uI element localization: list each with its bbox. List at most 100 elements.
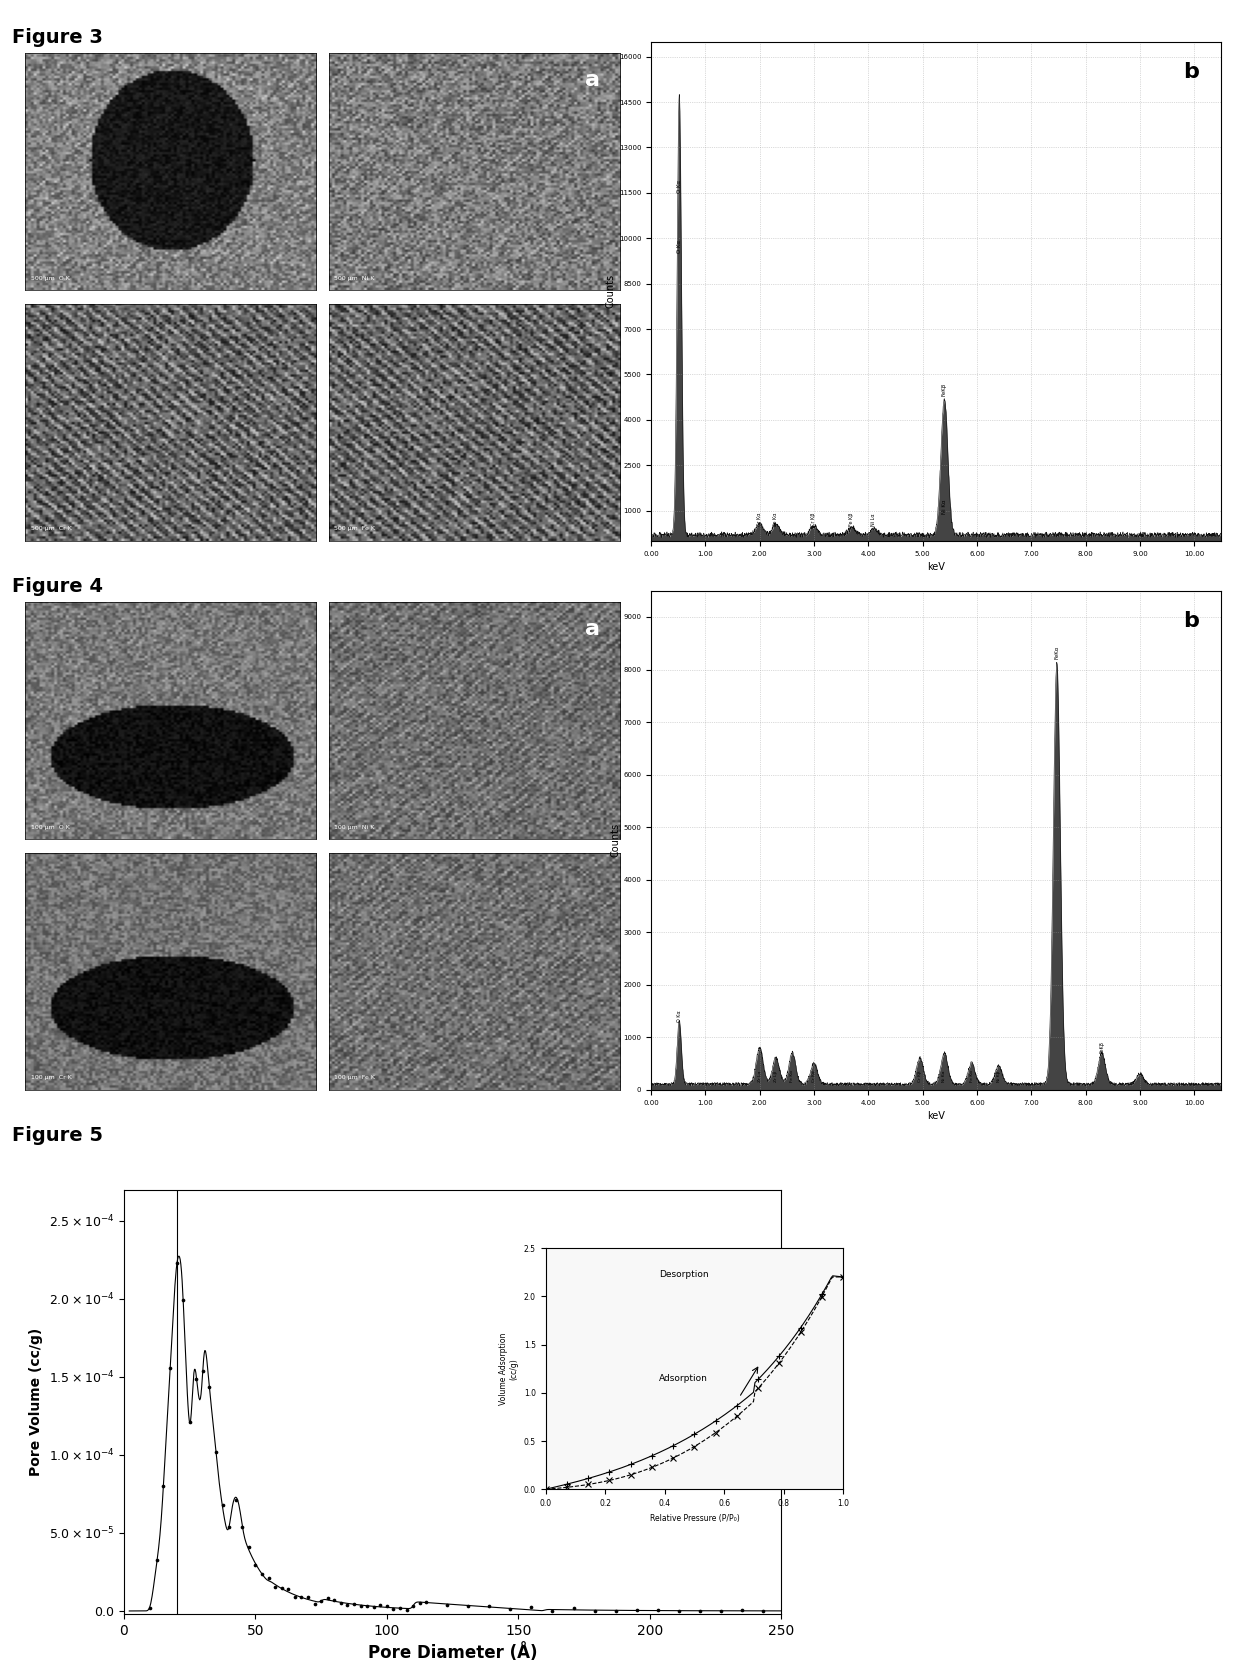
Point bbox=[259, 1564, 279, 1591]
Point bbox=[403, 1592, 423, 1619]
Point bbox=[239, 1534, 259, 1561]
Text: 500 µm  Ni K: 500 µm Ni K bbox=[335, 276, 374, 281]
Point bbox=[647, 1597, 667, 1624]
Text: Desorption: Desorption bbox=[658, 1270, 708, 1280]
Point bbox=[278, 1576, 299, 1602]
Point bbox=[285, 1582, 305, 1609]
Point bbox=[180, 1409, 200, 1436]
Text: Adsorption: Adsorption bbox=[658, 1374, 708, 1383]
Point bbox=[272, 1574, 291, 1601]
Point bbox=[219, 1514, 239, 1541]
Point bbox=[732, 1596, 751, 1622]
Point bbox=[246, 1553, 265, 1579]
Point bbox=[343, 1591, 365, 1617]
Point bbox=[409, 1589, 430, 1616]
Text: Figure 3: Figure 3 bbox=[12, 28, 103, 47]
Point bbox=[140, 1594, 160, 1621]
Text: Cr Kβ: Cr Kβ bbox=[918, 1070, 921, 1082]
Point bbox=[317, 1586, 337, 1612]
Text: O Kα: O Kα bbox=[677, 1010, 682, 1022]
Text: Cr Kα: Cr Kα bbox=[758, 513, 763, 526]
Point bbox=[213, 1493, 233, 1519]
Point bbox=[200, 1374, 219, 1401]
Text: O Kα: O Kα bbox=[677, 180, 682, 193]
Text: 100 µm  Fe K: 100 µm Fe K bbox=[335, 1075, 376, 1080]
Text: Fe Kα: Fe Kα bbox=[970, 1070, 973, 1082]
Text: Figure 5: Figure 5 bbox=[12, 1127, 103, 1145]
Point bbox=[166, 1250, 186, 1276]
X-axis label: Relative Pressure (P/P₀): Relative Pressure (P/P₀) bbox=[650, 1514, 739, 1523]
Point bbox=[753, 1597, 773, 1624]
Text: FeKα: FeKα bbox=[1054, 646, 1059, 659]
Text: Ni Kβ: Ni Kβ bbox=[997, 1070, 1001, 1082]
Text: Zr Lβ: Zr Lβ bbox=[774, 1072, 777, 1082]
Point bbox=[543, 1597, 563, 1624]
Text: 500 µm  Fe K: 500 µm Fe K bbox=[335, 526, 376, 531]
Point bbox=[584, 1597, 604, 1624]
Y-axis label: Counts: Counts bbox=[610, 824, 620, 857]
Point bbox=[206, 1438, 226, 1464]
Text: 100 µm  Cr K: 100 µm Cr K bbox=[31, 1075, 72, 1080]
Text: Fe Kα: Fe Kα bbox=[774, 513, 779, 526]
Point bbox=[232, 1514, 252, 1541]
Text: Ni Kα: Ni Kα bbox=[942, 1070, 946, 1082]
Point bbox=[668, 1597, 688, 1624]
Text: Fe Kβ: Fe Kβ bbox=[849, 513, 854, 526]
Point bbox=[193, 1358, 213, 1384]
Point bbox=[325, 1587, 345, 1614]
Point bbox=[626, 1596, 646, 1622]
X-axis label: Pore Diameter (Å): Pore Diameter (Å) bbox=[368, 1644, 537, 1662]
Text: FeKβ: FeKβ bbox=[942, 383, 947, 396]
Point bbox=[186, 1366, 206, 1393]
Text: Ni Lα: Ni Lα bbox=[872, 513, 877, 526]
Point bbox=[337, 1592, 357, 1619]
Text: 500 µm  O K: 500 µm O K bbox=[31, 276, 69, 281]
Point bbox=[522, 1594, 542, 1621]
Point bbox=[291, 1584, 311, 1611]
Text: a: a bbox=[584, 619, 600, 639]
Point bbox=[459, 1592, 479, 1619]
Y-axis label: Pore Volume (cc/g): Pore Volume (cc/g) bbox=[30, 1328, 43, 1476]
Text: FeKβ: FeKβ bbox=[1100, 1042, 1105, 1053]
Point bbox=[501, 1596, 521, 1622]
Point bbox=[438, 1591, 458, 1617]
Text: Figure 4: Figure 4 bbox=[12, 577, 103, 596]
Text: 100 µm  O K: 100 µm O K bbox=[31, 825, 69, 830]
Point bbox=[377, 1592, 397, 1619]
Text: b: b bbox=[1183, 62, 1199, 82]
Point bbox=[265, 1574, 285, 1601]
Point bbox=[711, 1597, 730, 1624]
Text: Fe Kα: Fe Kα bbox=[790, 1070, 795, 1082]
Point bbox=[146, 1548, 166, 1574]
X-axis label: keV: keV bbox=[928, 1112, 945, 1122]
Point bbox=[331, 1589, 351, 1616]
Text: Ni Kα: Ni Kα bbox=[942, 499, 947, 514]
Point bbox=[154, 1473, 174, 1499]
Text: Cr Kα: Cr Kα bbox=[812, 1070, 816, 1082]
Point bbox=[480, 1592, 500, 1619]
Point bbox=[351, 1592, 371, 1619]
Point bbox=[371, 1591, 391, 1617]
Point bbox=[226, 1486, 246, 1513]
Point bbox=[357, 1592, 377, 1619]
Point bbox=[564, 1596, 584, 1622]
Text: Cr Kβ: Cr Kβ bbox=[811, 513, 816, 526]
Point bbox=[363, 1594, 383, 1621]
Point bbox=[417, 1587, 436, 1614]
Text: Zr Lα: Zr Lα bbox=[758, 1070, 761, 1082]
Text: 500 µm  Cr K: 500 µm Cr K bbox=[31, 526, 72, 531]
Point bbox=[397, 1596, 417, 1622]
Point bbox=[305, 1591, 325, 1617]
Point bbox=[174, 1286, 193, 1313]
Text: b: b bbox=[1183, 611, 1199, 631]
Text: 100 µm  Ni K: 100 µm Ni K bbox=[335, 825, 374, 830]
Text: O Kα: O Kα bbox=[677, 240, 682, 253]
Point bbox=[298, 1584, 317, 1611]
Point bbox=[391, 1594, 410, 1621]
Point bbox=[689, 1597, 709, 1624]
Point bbox=[605, 1597, 625, 1624]
Text: a: a bbox=[584, 70, 600, 90]
Point bbox=[383, 1596, 403, 1622]
Point bbox=[252, 1561, 272, 1587]
Point bbox=[160, 1354, 180, 1381]
